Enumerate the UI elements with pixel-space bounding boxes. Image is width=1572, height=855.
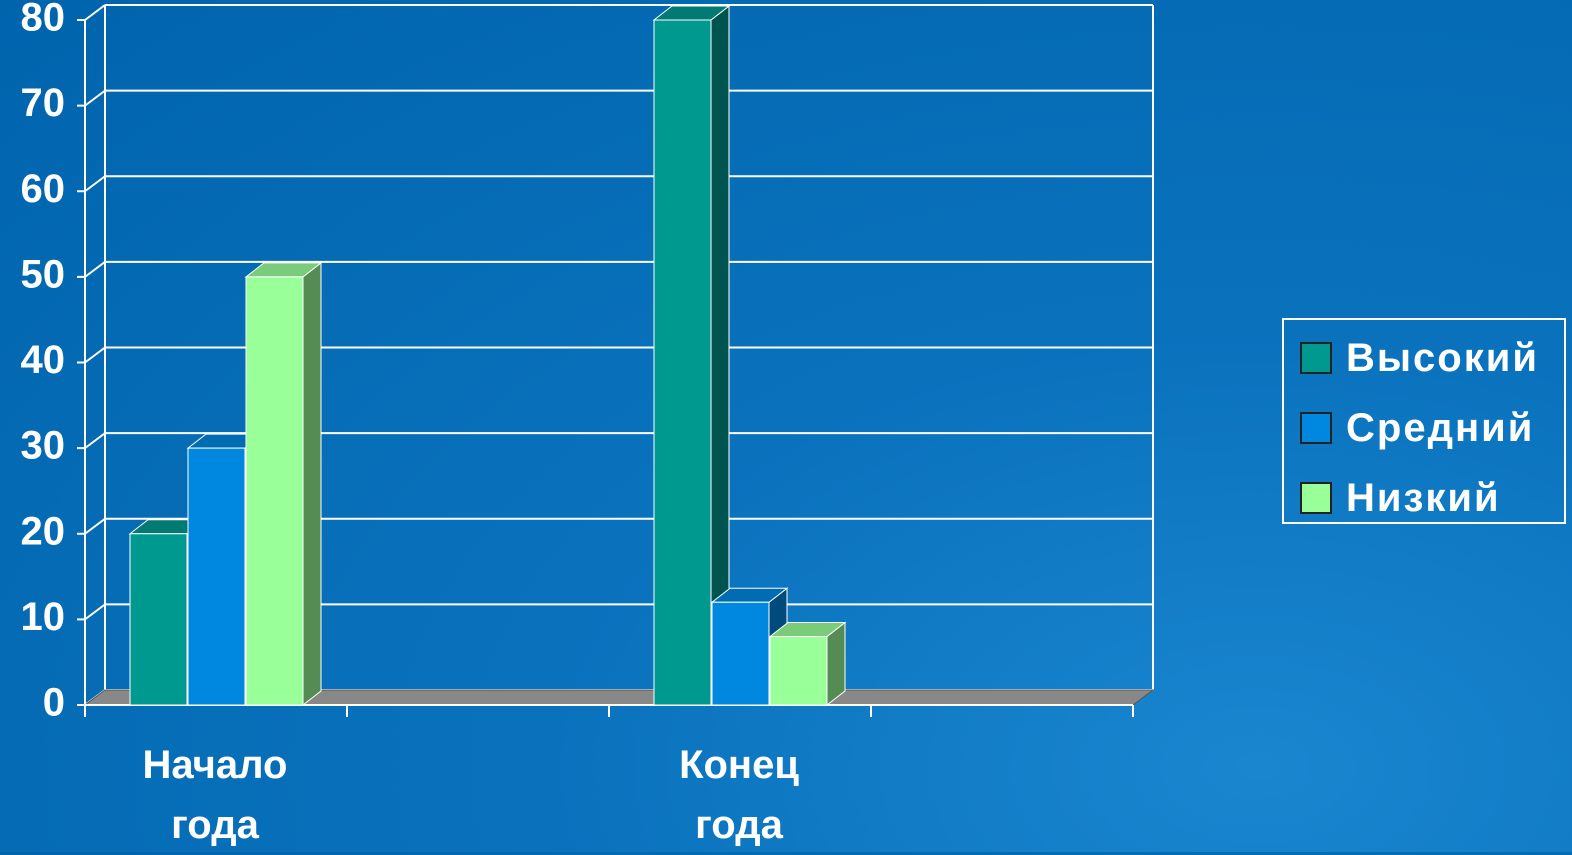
y-tick-label: 50 xyxy=(21,252,66,296)
legend-item: Средний xyxy=(1300,405,1535,450)
x-tick-label: Начало года xyxy=(142,743,288,847)
legend-item: Высокий xyxy=(1300,335,1539,380)
y-tick-label: 0 xyxy=(43,681,65,725)
y-tick-label: 20 xyxy=(21,509,66,553)
legend-label: Средний xyxy=(1346,405,1535,450)
x-tick-label: Конец года xyxy=(679,743,799,847)
legend-swatch xyxy=(1300,412,1332,444)
bar xyxy=(245,276,304,706)
side-grid xyxy=(84,175,106,193)
bar xyxy=(769,636,828,706)
legend-label: Высокий xyxy=(1346,335,1539,380)
y-tick-label: 40 xyxy=(21,338,66,382)
side-grid xyxy=(84,89,106,107)
side-grid xyxy=(84,517,106,535)
y-tick-label: 60 xyxy=(21,167,66,211)
y-tick-label: 30 xyxy=(21,424,66,468)
y-tick-label: 70 xyxy=(21,81,66,125)
legend-item: Низкий xyxy=(1300,475,1501,520)
legend-label: Низкий xyxy=(1346,475,1501,520)
bar xyxy=(653,19,712,706)
y-tick-label: 80 xyxy=(21,0,66,40)
legend-swatch xyxy=(1300,482,1332,514)
side-grid xyxy=(84,346,106,364)
bar xyxy=(129,533,188,706)
bar xyxy=(187,447,246,706)
bar-side xyxy=(302,261,322,707)
side-grid xyxy=(84,432,106,449)
y-tick-label: 10 xyxy=(21,595,66,639)
side-grid xyxy=(84,261,106,278)
side-grid xyxy=(84,603,106,621)
bar xyxy=(711,601,770,706)
legend-swatch xyxy=(1300,342,1332,374)
side-grid xyxy=(84,4,106,21)
legend: Высокий Средний Низкий xyxy=(1282,318,1566,524)
